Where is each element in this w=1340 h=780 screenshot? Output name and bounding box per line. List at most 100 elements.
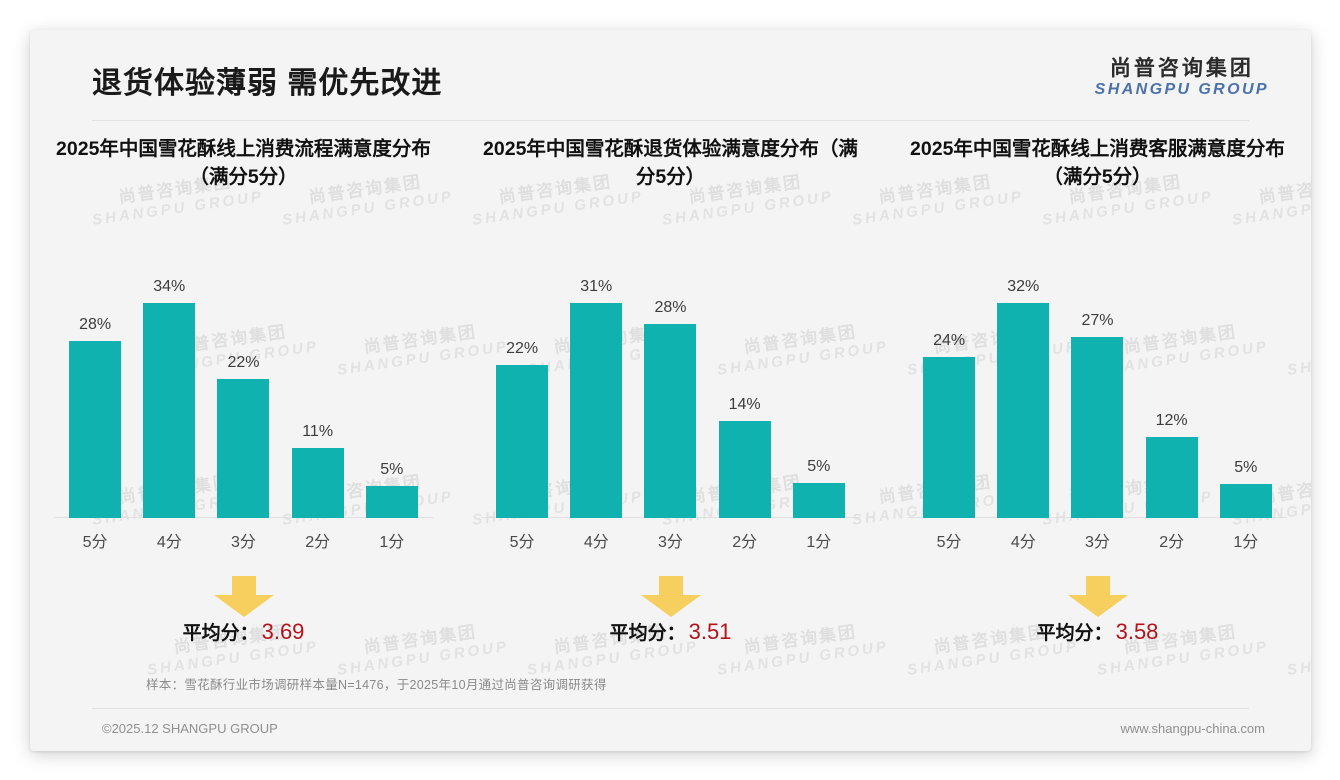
average-score-block: 平均分： 3.69: [44, 576, 443, 660]
bar-value-label: 28%: [79, 316, 112, 333]
bar-value-label: 5%: [1234, 459, 1258, 476]
average-score-block: 平均分： 3.58: [898, 576, 1297, 660]
slide-header: 退货体验薄弱 需优先改进 尚普咨询集团 SHANGPU GROUP: [30, 30, 1311, 120]
category-label: 4分: [1010, 534, 1036, 551]
bar-value-label: 28%: [654, 299, 687, 316]
average-score-block: 平均分： 3.51: [471, 576, 870, 660]
bar[interactable]: [997, 303, 1050, 518]
average-score-text: 平均分： 3.69: [44, 618, 443, 645]
bar[interactable]: [143, 303, 196, 518]
bar-value-label: 22%: [227, 354, 260, 371]
category-label: 4分: [583, 534, 609, 551]
bar-slot[interactable]: 32%: [990, 248, 1057, 518]
category-label: 4分: [156, 534, 182, 551]
category-label: 2分: [305, 534, 331, 551]
bar[interactable]: [69, 341, 122, 518]
average-score-label: 平均分：: [609, 623, 686, 644]
average-score-text: 平均分： 3.51: [471, 618, 870, 645]
category-axis-labels: 5分 4分 3分 2分 1分: [471, 528, 870, 552]
bar-value-label: 22%: [506, 340, 539, 357]
average-score-value: 3.58: [1115, 619, 1159, 644]
category-axis-labels: 5分 4分 3分 2分 1分: [898, 528, 1297, 552]
bar-slot[interactable]: 22%: [210, 248, 277, 518]
bar-slot[interactable]: 5%: [785, 248, 852, 518]
copyright-text: ©2025.12 SHANGPU GROUP: [102, 721, 278, 736]
bar-value-label: 27%: [1081, 312, 1114, 329]
average-score-label: 平均分：: [182, 623, 259, 644]
bar[interactable]: [570, 303, 623, 518]
chart-plot-area: 22% 31% 28% 14% 5%: [471, 248, 870, 518]
chart-plot-area: 28% 34% 22% 11% 5%: [44, 248, 443, 518]
category-label: 2分: [732, 534, 758, 551]
category-label: 5分: [936, 534, 962, 551]
bar-value-label: 5%: [807, 458, 831, 475]
bar-value-label: 31%: [580, 278, 613, 295]
down-arrow-icon: [213, 576, 274, 617]
category-label: 3分: [231, 534, 256, 551]
bar-value-label: 24%: [933, 332, 966, 349]
bar-slot[interactable]: 14%: [711, 248, 778, 518]
bar-value-label: 12%: [1155, 412, 1188, 429]
category-label: 1分: [1233, 534, 1259, 551]
slide-footer: ©2025.12 SHANGPU GROUP www.shangpu-china…: [30, 709, 1311, 751]
header-divider: [92, 120, 1249, 121]
category-label: 3分: [658, 534, 683, 551]
source-footnote: 样本：雪花酥行业市场调研样本量N=1476，于2025年10月通过尚普咨询调研获…: [146, 678, 607, 692]
bar[interactable]: [291, 448, 344, 518]
bar[interactable]: [792, 483, 845, 518]
bar[interactable]: [1219, 484, 1272, 518]
category-axis-labels: 5分 4分 3分 2分 1分: [44, 528, 443, 552]
bar-value-label: 11%: [302, 423, 334, 440]
bar-slot[interactable]: 34%: [136, 248, 203, 518]
bar[interactable]: [718, 421, 771, 518]
category-label: 5分: [82, 534, 108, 551]
bar[interactable]: [365, 486, 418, 518]
average-score-label: 平均分：: [1036, 623, 1113, 644]
bar[interactable]: [644, 324, 697, 518]
bar[interactable]: [923, 357, 976, 518]
bar-value-label: 14%: [728, 396, 761, 413]
bar-value-label: 34%: [153, 278, 186, 295]
logo-english-text: SHANGPU GROUP: [1094, 81, 1269, 99]
brand-logo: 尚普咨询集团 SHANGPU GROUP: [1095, 57, 1269, 100]
chart-panel-1: 2025年中国雪花酥线上消费流程满意度分布（满分5分） 28% 34% 22% 11% 5…: [30, 136, 457, 656]
bar-slot[interactable]: 11%: [284, 248, 351, 518]
bar-slot[interactable]: 5%: [358, 248, 425, 518]
down-arrow-icon: [1067, 576, 1128, 617]
bar[interactable]: [1145, 437, 1198, 518]
average-score-value: 3.69: [261, 619, 305, 644]
slide-card: 尚普咨询集团 SHANGPU GROUP 尚普咨询集团 SHANGPU GROUP 尚普…: [30, 30, 1311, 751]
bar[interactable]: [217, 379, 270, 518]
bar-slot[interactable]: 27%: [1064, 248, 1131, 518]
category-label: 1分: [379, 534, 405, 551]
bar-value-label: 32%: [1007, 278, 1040, 295]
logo-chinese-text: 尚普咨询集团: [1109, 57, 1254, 80]
chart-title: 2025年中国雪花酥线上消费客服满意度分布（满分5分）: [910, 138, 1285, 188]
chart-panel-3: 2025年中国雪花酥线上消费客服满意度分布（满分5分） 24% 32% 27% 12% 5…: [884, 136, 1311, 656]
chart-plot-area: 24% 32% 27% 12% 5%: [898, 248, 1297, 518]
chart-title: 2025年中国雪花酥退货体验满意度分布（满分5分）: [483, 138, 858, 188]
bar-slot[interactable]: 22%: [489, 248, 556, 518]
average-score-text: 平均分： 3.58: [898, 618, 1297, 645]
bar-slot[interactable]: 31%: [563, 248, 630, 518]
category-label: 1分: [806, 534, 832, 551]
category-label: 3分: [1085, 534, 1110, 551]
bar-slot[interactable]: 5%: [1212, 248, 1279, 518]
charts-row: 2025年中国雪花酥线上消费流程满意度分布（满分5分） 28% 34% 22% 11% 5…: [30, 136, 1311, 656]
bar[interactable]: [1071, 337, 1124, 518]
down-arrow-icon: [640, 576, 701, 617]
footer-divider: [92, 708, 1249, 709]
bar-slot[interactable]: 24%: [916, 248, 983, 518]
chart-title: 2025年中国雪花酥线上消费流程满意度分布（满分5分）: [56, 138, 431, 188]
category-label: 5分: [509, 534, 535, 551]
bar-slot[interactable]: 12%: [1138, 248, 1205, 518]
website-link[interactable]: www.shangpu-china.com: [1120, 721, 1265, 736]
chart-panel-2: 2025年中国雪花酥退货体验满意度分布（满分5分） 22% 31% 28% 14% 5% 5…: [457, 136, 884, 656]
category-label: 2分: [1159, 534, 1185, 551]
page-title: 退货体验薄弱 需优先改进: [92, 67, 443, 100]
bar-slot[interactable]: 28%: [62, 248, 129, 518]
bar-slot[interactable]: 28%: [637, 248, 704, 518]
bar[interactable]: [496, 365, 549, 518]
average-score-value: 3.51: [688, 619, 732, 644]
bar-value-label: 5%: [380, 461, 404, 478]
